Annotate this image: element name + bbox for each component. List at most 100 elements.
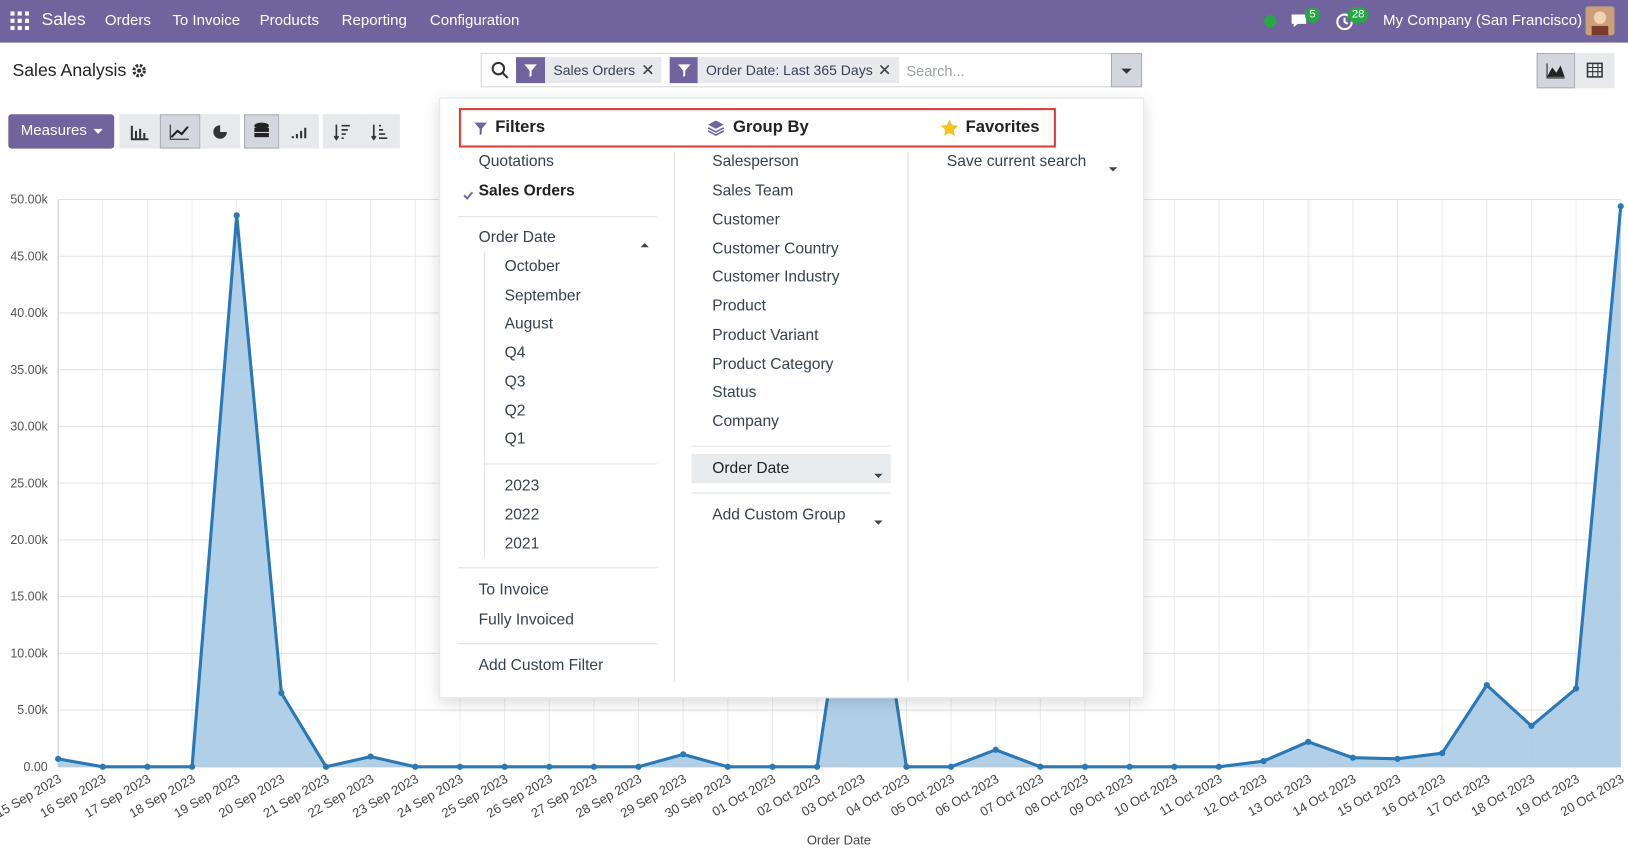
gear-icon[interactable] (132, 63, 147, 78)
line-chart-button[interactable] (159, 114, 201, 149)
caret (640, 235, 649, 254)
group-option[interactable]: Sales Team (712, 181, 794, 200)
cumulative-button[interactable] (279, 114, 319, 149)
point (412, 763, 419, 770)
group-option[interactable]: Customer Industry (712, 268, 840, 286)
caret (874, 512, 883, 531)
point (1305, 738, 1312, 745)
group-option[interactable]: Order Date (712, 459, 790, 477)
menu-item[interactable]: Products (259, 12, 319, 30)
separator (484, 463, 658, 465)
y-tick-label: 0.00 (24, 760, 48, 774)
group-option[interactable]: Customer (712, 210, 780, 229)
point (1215, 763, 1223, 770)
measures-label: Measures (20, 122, 87, 140)
group-option[interactable]: Customer Country (712, 240, 839, 258)
group-option[interactable]: Status (712, 383, 757, 402)
facet (545, 57, 662, 84)
facet-remove[interactable] (643, 64, 653, 75)
column-divider (673, 151, 675, 682)
point (769, 763, 776, 770)
y-tick-label: 35.00k (10, 363, 48, 377)
filter-option[interactable]: To Invoice (478, 580, 549, 599)
sort-ascending-button[interactable] (360, 114, 400, 149)
caret (1108, 159, 1118, 178)
save-search[interactable]: Save current search (946, 152, 1087, 171)
group-icon (707, 119, 725, 141)
facet-remove[interactable] (879, 64, 890, 75)
check-icon (463, 187, 474, 206)
apps-icon[interactable] (10, 11, 30, 31)
point (278, 689, 285, 697)
filter-option[interactable]: Q3 (504, 373, 526, 391)
group-option[interactable]: Company (712, 412, 779, 431)
filter-option[interactable]: September (504, 286, 581, 305)
point (1037, 763, 1044, 770)
status-dot (1264, 15, 1277, 28)
graph-view-button[interactable] (1536, 52, 1576, 89)
point (1126, 763, 1133, 770)
chat-icon[interactable] (1290, 11, 1313, 32)
filter-option[interactable]: 2023 (504, 476, 540, 495)
caret (874, 465, 883, 484)
y-tick-label: 20.00k (10, 533, 48, 547)
favorites-header[interactable]: Favorites (965, 118, 1040, 137)
filter-option[interactable]: 2022 (504, 506, 540, 524)
search-icon (491, 61, 509, 79)
filter-option[interactable]: August (504, 314, 554, 333)
filter-option[interactable]: Q1 (504, 430, 526, 448)
pie-chart-button[interactable] (200, 114, 240, 149)
caret (93, 128, 103, 135)
column-divider (907, 151, 909, 682)
point (322, 763, 330, 770)
menu-item[interactable]: Orders (104, 12, 151, 30)
group-option[interactable]: Product Category (712, 355, 834, 374)
activities-badge: 28 (1347, 7, 1369, 23)
point (55, 755, 62, 762)
point (1171, 763, 1178, 770)
menu-item[interactable]: To Invoice (172, 12, 241, 30)
point (1394, 755, 1401, 762)
filters-header[interactable]: Filters (495, 118, 546, 137)
search-toggle[interactable] (1110, 52, 1143, 88)
filter-option[interactable]: Fully Invoiced (478, 610, 574, 629)
facet-icon (516, 57, 546, 84)
sort-descending-button[interactable] (322, 114, 361, 149)
add-custom-filter[interactable]: Add Custom Filter (478, 656, 604, 675)
group-option[interactable]: Salesperson (712, 152, 799, 171)
navbar: Sales 5 28 My Company (San Francisco) Or… (0, 0, 1628, 43)
point (501, 763, 508, 770)
filter-option[interactable]: 2021 (504, 535, 540, 553)
filter-option[interactable]: October (504, 257, 561, 276)
group-option[interactable]: Product Variant (712, 326, 819, 344)
y-tick-label: 5.00k (17, 703, 48, 717)
pivot-view-button[interactable] (1575, 52, 1615, 89)
group-by-header[interactable]: Group By (733, 118, 809, 137)
filter-option[interactable]: Q4 (504, 343, 526, 362)
bar-chart-button[interactable] (119, 114, 160, 149)
separator (457, 216, 658, 218)
menu-item[interactable]: Configuration (429, 12, 520, 30)
filter-option[interactable]: Order Date (478, 228, 556, 247)
filter-option[interactable]: Q2 (504, 402, 526, 420)
stacked-button[interactable] (243, 114, 280, 149)
add-custom-group[interactable]: Add Custom Group (712, 506, 846, 524)
x-axis-label: Order Date (807, 833, 871, 848)
point (590, 763, 598, 770)
point (1528, 722, 1535, 730)
facet (697, 57, 900, 84)
avatar[interactable] (1585, 6, 1615, 36)
point (546, 763, 553, 770)
app-name[interactable]: Sales (41, 9, 86, 30)
point (680, 751, 687, 758)
separator (691, 492, 891, 494)
company-switcher[interactable]: My Company (San Francisco) (1382, 12, 1583, 30)
facet-label: Order Date: Last 365 Days (706, 62, 873, 78)
filter-option[interactable]: Sales Orders (478, 181, 575, 200)
menu-item[interactable]: Reporting (341, 12, 407, 30)
search-input[interactable]: Search... (906, 62, 965, 79)
point (1483, 681, 1490, 689)
group-option[interactable]: Product (712, 297, 766, 315)
filter-option[interactable]: Quotations (478, 152, 554, 171)
point (1617, 203, 1624, 210)
